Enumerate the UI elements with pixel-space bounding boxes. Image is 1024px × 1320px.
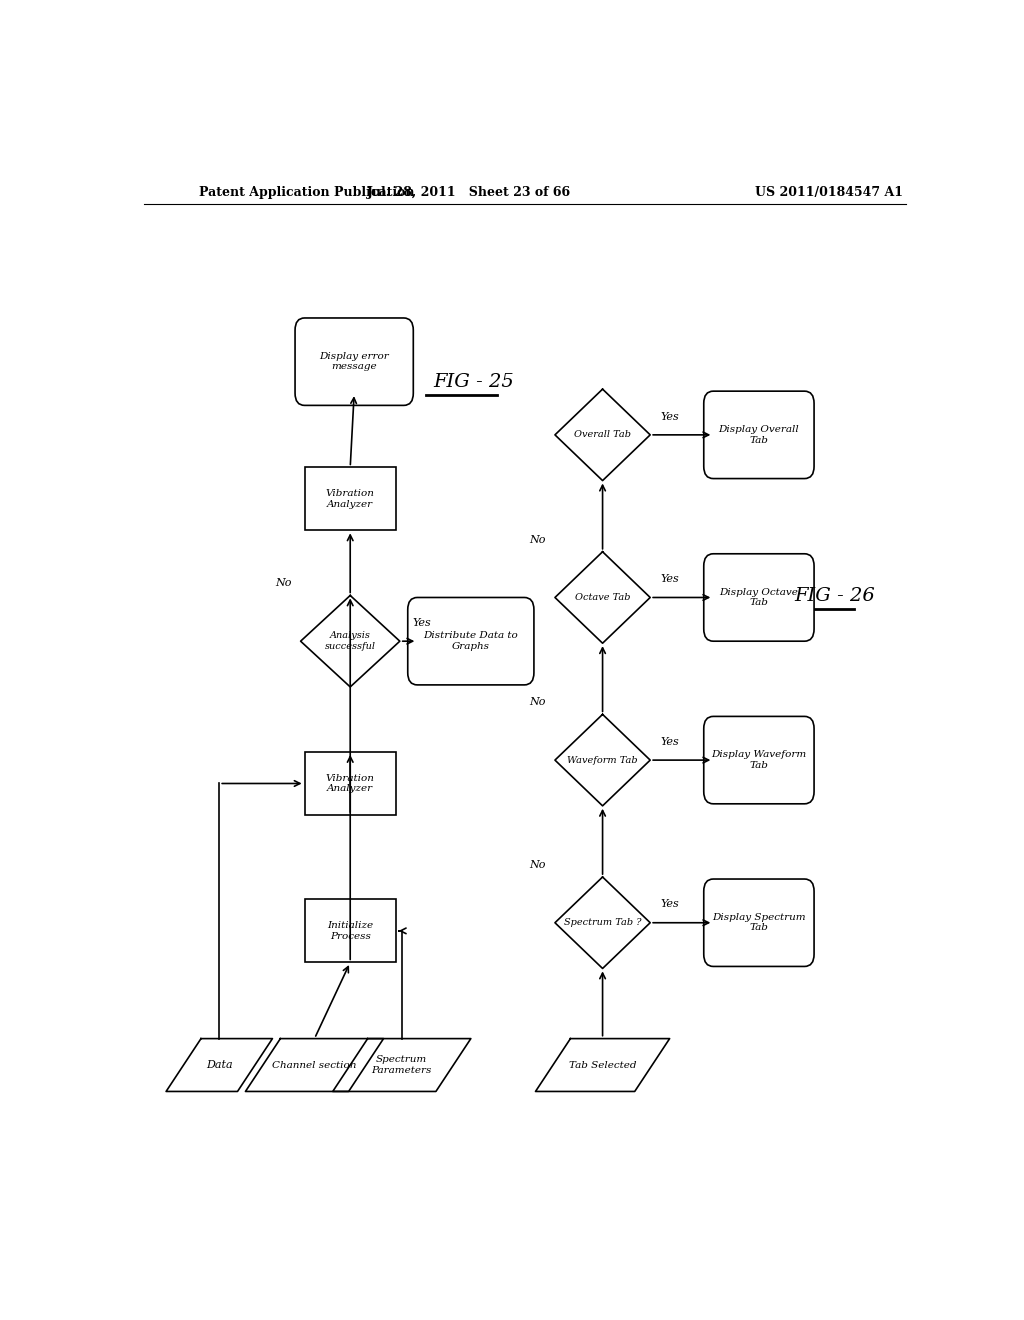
FancyBboxPatch shape [703,391,814,479]
FancyBboxPatch shape [703,717,814,804]
Text: Display Spectrum
Tab: Display Spectrum Tab [712,913,806,932]
Polygon shape [555,552,650,643]
Text: Initialize
Process: Initialize Process [327,921,374,941]
FancyBboxPatch shape [703,879,814,966]
Text: Tab Selected: Tab Selected [568,1060,636,1069]
Text: Vibration
Analyzer: Vibration Analyzer [326,490,375,508]
Text: Patent Application Publication: Patent Application Publication [200,186,415,199]
FancyBboxPatch shape [295,318,414,405]
FancyBboxPatch shape [304,899,396,962]
Polygon shape [555,876,650,969]
Text: Display Overall
Tab: Display Overall Tab [719,425,800,445]
Text: Octave Tab: Octave Tab [574,593,631,602]
Polygon shape [333,1039,471,1092]
Polygon shape [555,389,650,480]
Text: Yes: Yes [660,412,679,421]
Text: Channel section: Channel section [272,1060,356,1069]
Text: Vibration
Analyzer: Vibration Analyzer [326,774,375,793]
Polygon shape [301,595,399,686]
Polygon shape [246,1039,384,1092]
Text: Yes: Yes [660,574,679,585]
Text: Jul. 28, 2011   Sheet 23 of 66: Jul. 28, 2011 Sheet 23 of 66 [368,186,571,199]
Text: Data: Data [206,1060,232,1071]
Text: No: No [274,578,292,589]
Text: Yes: Yes [413,618,431,628]
Text: Spectrum
Parameters: Spectrum Parameters [372,1055,432,1074]
Text: No: No [529,535,546,545]
Polygon shape [166,1039,272,1092]
Text: Display Octave
Tab: Display Octave Tab [720,587,799,607]
Text: No: No [529,859,546,870]
Text: US 2011/0184547 A1: US 2011/0184547 A1 [755,186,903,199]
Text: Waveform Tab: Waveform Tab [567,755,638,764]
Text: Analysis
successful: Analysis successful [325,631,376,651]
FancyBboxPatch shape [304,467,396,531]
Text: Yes: Yes [660,737,679,747]
Polygon shape [536,1039,670,1092]
Text: Overall Tab: Overall Tab [574,430,631,440]
Text: Yes: Yes [660,899,679,909]
Text: Spectrum Tab ?: Spectrum Tab ? [564,919,641,927]
Text: Distribute Data to
Graphs: Distribute Data to Graphs [424,631,518,651]
Text: Display error
message: Display error message [319,352,389,371]
FancyBboxPatch shape [408,598,534,685]
FancyBboxPatch shape [703,554,814,642]
Text: Display Waveform
Tab: Display Waveform Tab [712,750,807,770]
Text: FIG - 25: FIG - 25 [433,374,514,391]
Polygon shape [555,714,650,805]
Text: FIG - 26: FIG - 26 [795,586,876,605]
FancyBboxPatch shape [304,752,396,814]
Text: No: No [529,697,546,708]
